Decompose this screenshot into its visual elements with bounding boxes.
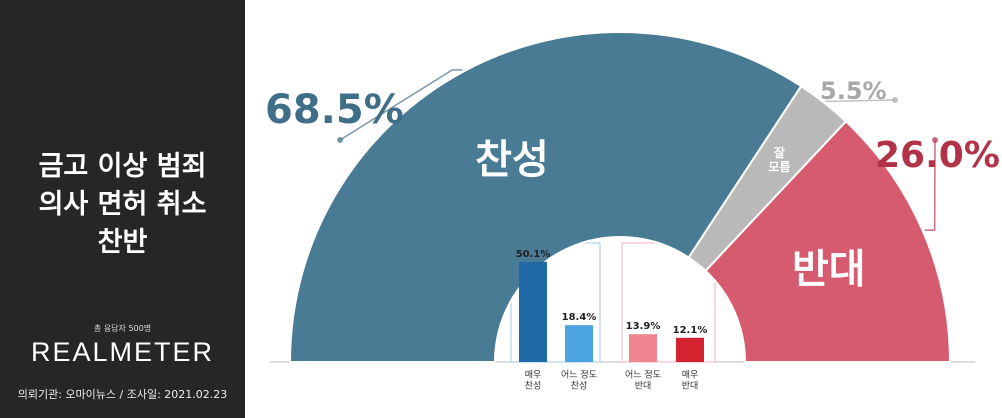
source: 의뢰기관: 오마이뉴스 / 조사일: 2021.02.23 — [17, 388, 228, 401]
bar — [565, 325, 593, 362]
value-label: 68.5% — [265, 87, 404, 133]
bar-value-label: 18.4% — [562, 312, 597, 323]
segment-label: 찬성 — [475, 137, 549, 183]
leader-dot — [337, 137, 343, 143]
segment-label: 반대 — [792, 247, 866, 293]
bar — [676, 337, 704, 362]
bar — [519, 261, 547, 362]
bar-category-label: 어느 정도 찬성 — [561, 369, 597, 391]
sample-note: 총 응답자 500명 — [93, 324, 152, 333]
bar-value-label: 13.9% — [626, 321, 661, 332]
chart-title: 금고 이상 범죄 의사 면허 취소 찬반 — [38, 151, 207, 258]
leader-dot — [892, 97, 898, 103]
leader-dot — [932, 137, 938, 143]
bar-category-label: 매우 반대 — [682, 369, 699, 391]
leader-line — [825, 99, 896, 103]
bar-value-label: 50.1% — [516, 249, 551, 260]
value-label: 26.0% — [875, 135, 1000, 176]
pie-segment — [704, 120, 952, 363]
bar-category-label: 어느 정도 반대 — [625, 369, 661, 391]
bar-category-label: 매우 찬성 — [525, 369, 542, 391]
side-panel: 금고 이상 범죄 의사 면허 취소 찬반 총 응답자 500명 REALMETE… — [0, 0, 245, 418]
bar-value-label: 12.1% — [673, 325, 708, 336]
segment-label: 잘 모름 — [768, 145, 790, 173]
leader-line — [924, 139, 936, 231]
leader-line — [339, 69, 463, 141]
brand: REALMETER — [30, 337, 215, 367]
bar — [629, 334, 657, 362]
